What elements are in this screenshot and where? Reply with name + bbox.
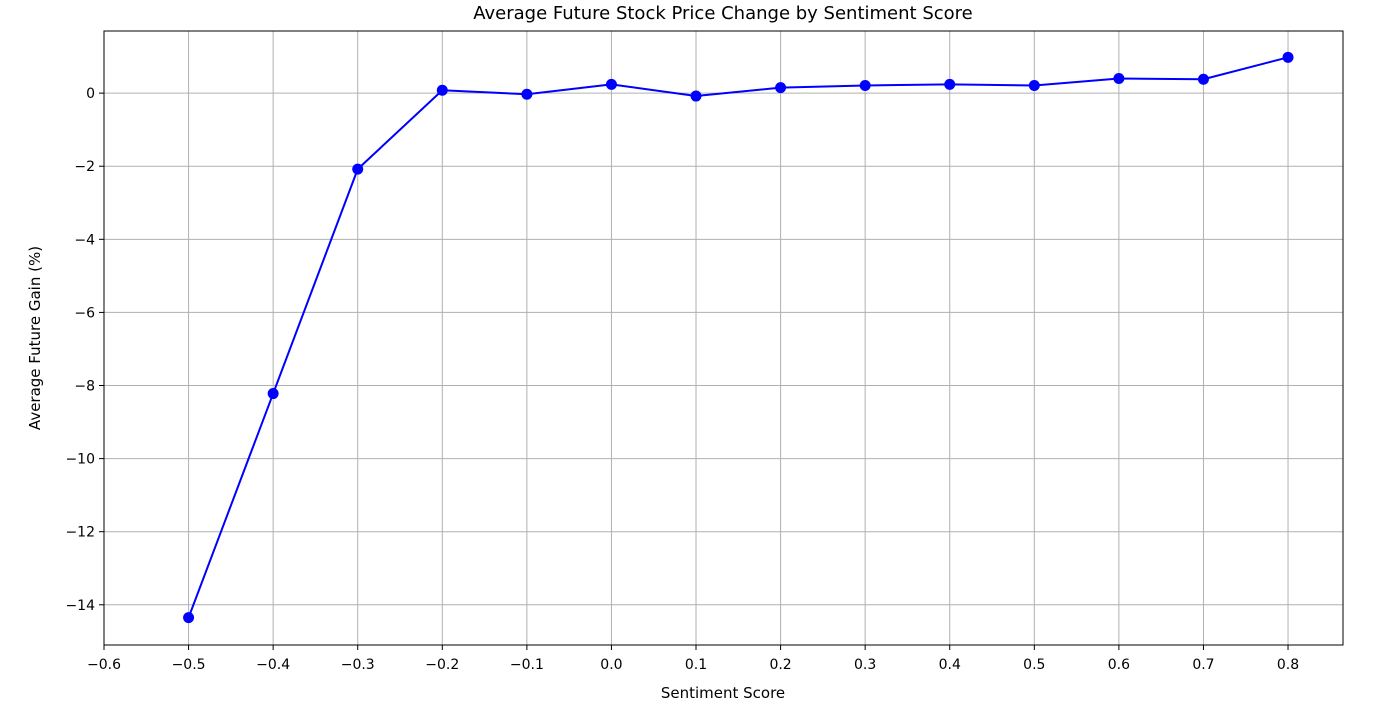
data-point xyxy=(1197,73,1209,85)
x-tick-label: −0.6 xyxy=(87,657,121,673)
y-tick-label: 0 xyxy=(86,86,95,102)
y-tick-label: −6 xyxy=(74,305,95,321)
data-point xyxy=(1282,51,1294,63)
chart-title: Average Future Stock Price Change by Sen… xyxy=(473,3,972,24)
y-axis-label: Average Future Gain (%) xyxy=(26,246,44,430)
x-axis: −0.6 −0.5 −0.4 −0.3 −0.2 −0.1 0.0 0.1 0.2 0.3 0.4 0… xyxy=(87,645,1299,673)
y-axis: −14 −12 −10 −8 −6 −4 −2 0 xyxy=(65,86,104,614)
series-line xyxy=(187,56,1289,618)
x-tick-label: −0.4 xyxy=(256,657,290,673)
y-tick-label: −8 xyxy=(74,379,95,395)
x-tick-label: 0.1 xyxy=(685,657,707,673)
grid-lines xyxy=(103,31,1343,645)
x-tick-label: −0.1 xyxy=(510,657,544,673)
x-tick-label: 0.2 xyxy=(769,657,791,673)
y-tick-label: −4 xyxy=(74,232,95,248)
data-point xyxy=(267,388,279,400)
x-tick-label: 0.0 xyxy=(600,657,622,673)
x-tick-label: 0.3 xyxy=(854,657,876,673)
plot-area-frame xyxy=(103,30,1344,646)
x-axis-label: Sentiment Score xyxy=(661,684,785,702)
data-point xyxy=(521,88,533,100)
y-tick-label: −12 xyxy=(65,525,95,541)
x-tick-label: 0.8 xyxy=(1277,657,1299,673)
x-tick-label: 0.7 xyxy=(1192,657,1214,673)
data-point xyxy=(436,84,448,96)
x-tick-label: −0.2 xyxy=(425,657,459,673)
series-polyline xyxy=(187,56,1289,618)
x-tick-label: 0.6 xyxy=(1108,657,1130,673)
x-tick-label: −0.3 xyxy=(341,657,375,673)
data-point xyxy=(859,79,871,91)
data-point xyxy=(352,163,364,175)
data-point xyxy=(1028,79,1040,91)
x-tick-label: 0.4 xyxy=(939,657,961,673)
data-point xyxy=(944,78,956,90)
data-point xyxy=(183,612,195,624)
data-point xyxy=(690,90,702,102)
data-point xyxy=(605,78,617,90)
y-tick-label: −14 xyxy=(65,598,95,614)
data-point xyxy=(1113,73,1125,85)
y-tick-label: −2 xyxy=(74,159,95,175)
x-tick-label: −0.5 xyxy=(172,657,206,673)
x-tick-label: 0.5 xyxy=(1023,657,1045,673)
data-points xyxy=(183,51,1294,624)
data-point xyxy=(775,82,787,94)
y-tick-label: −10 xyxy=(65,452,95,468)
